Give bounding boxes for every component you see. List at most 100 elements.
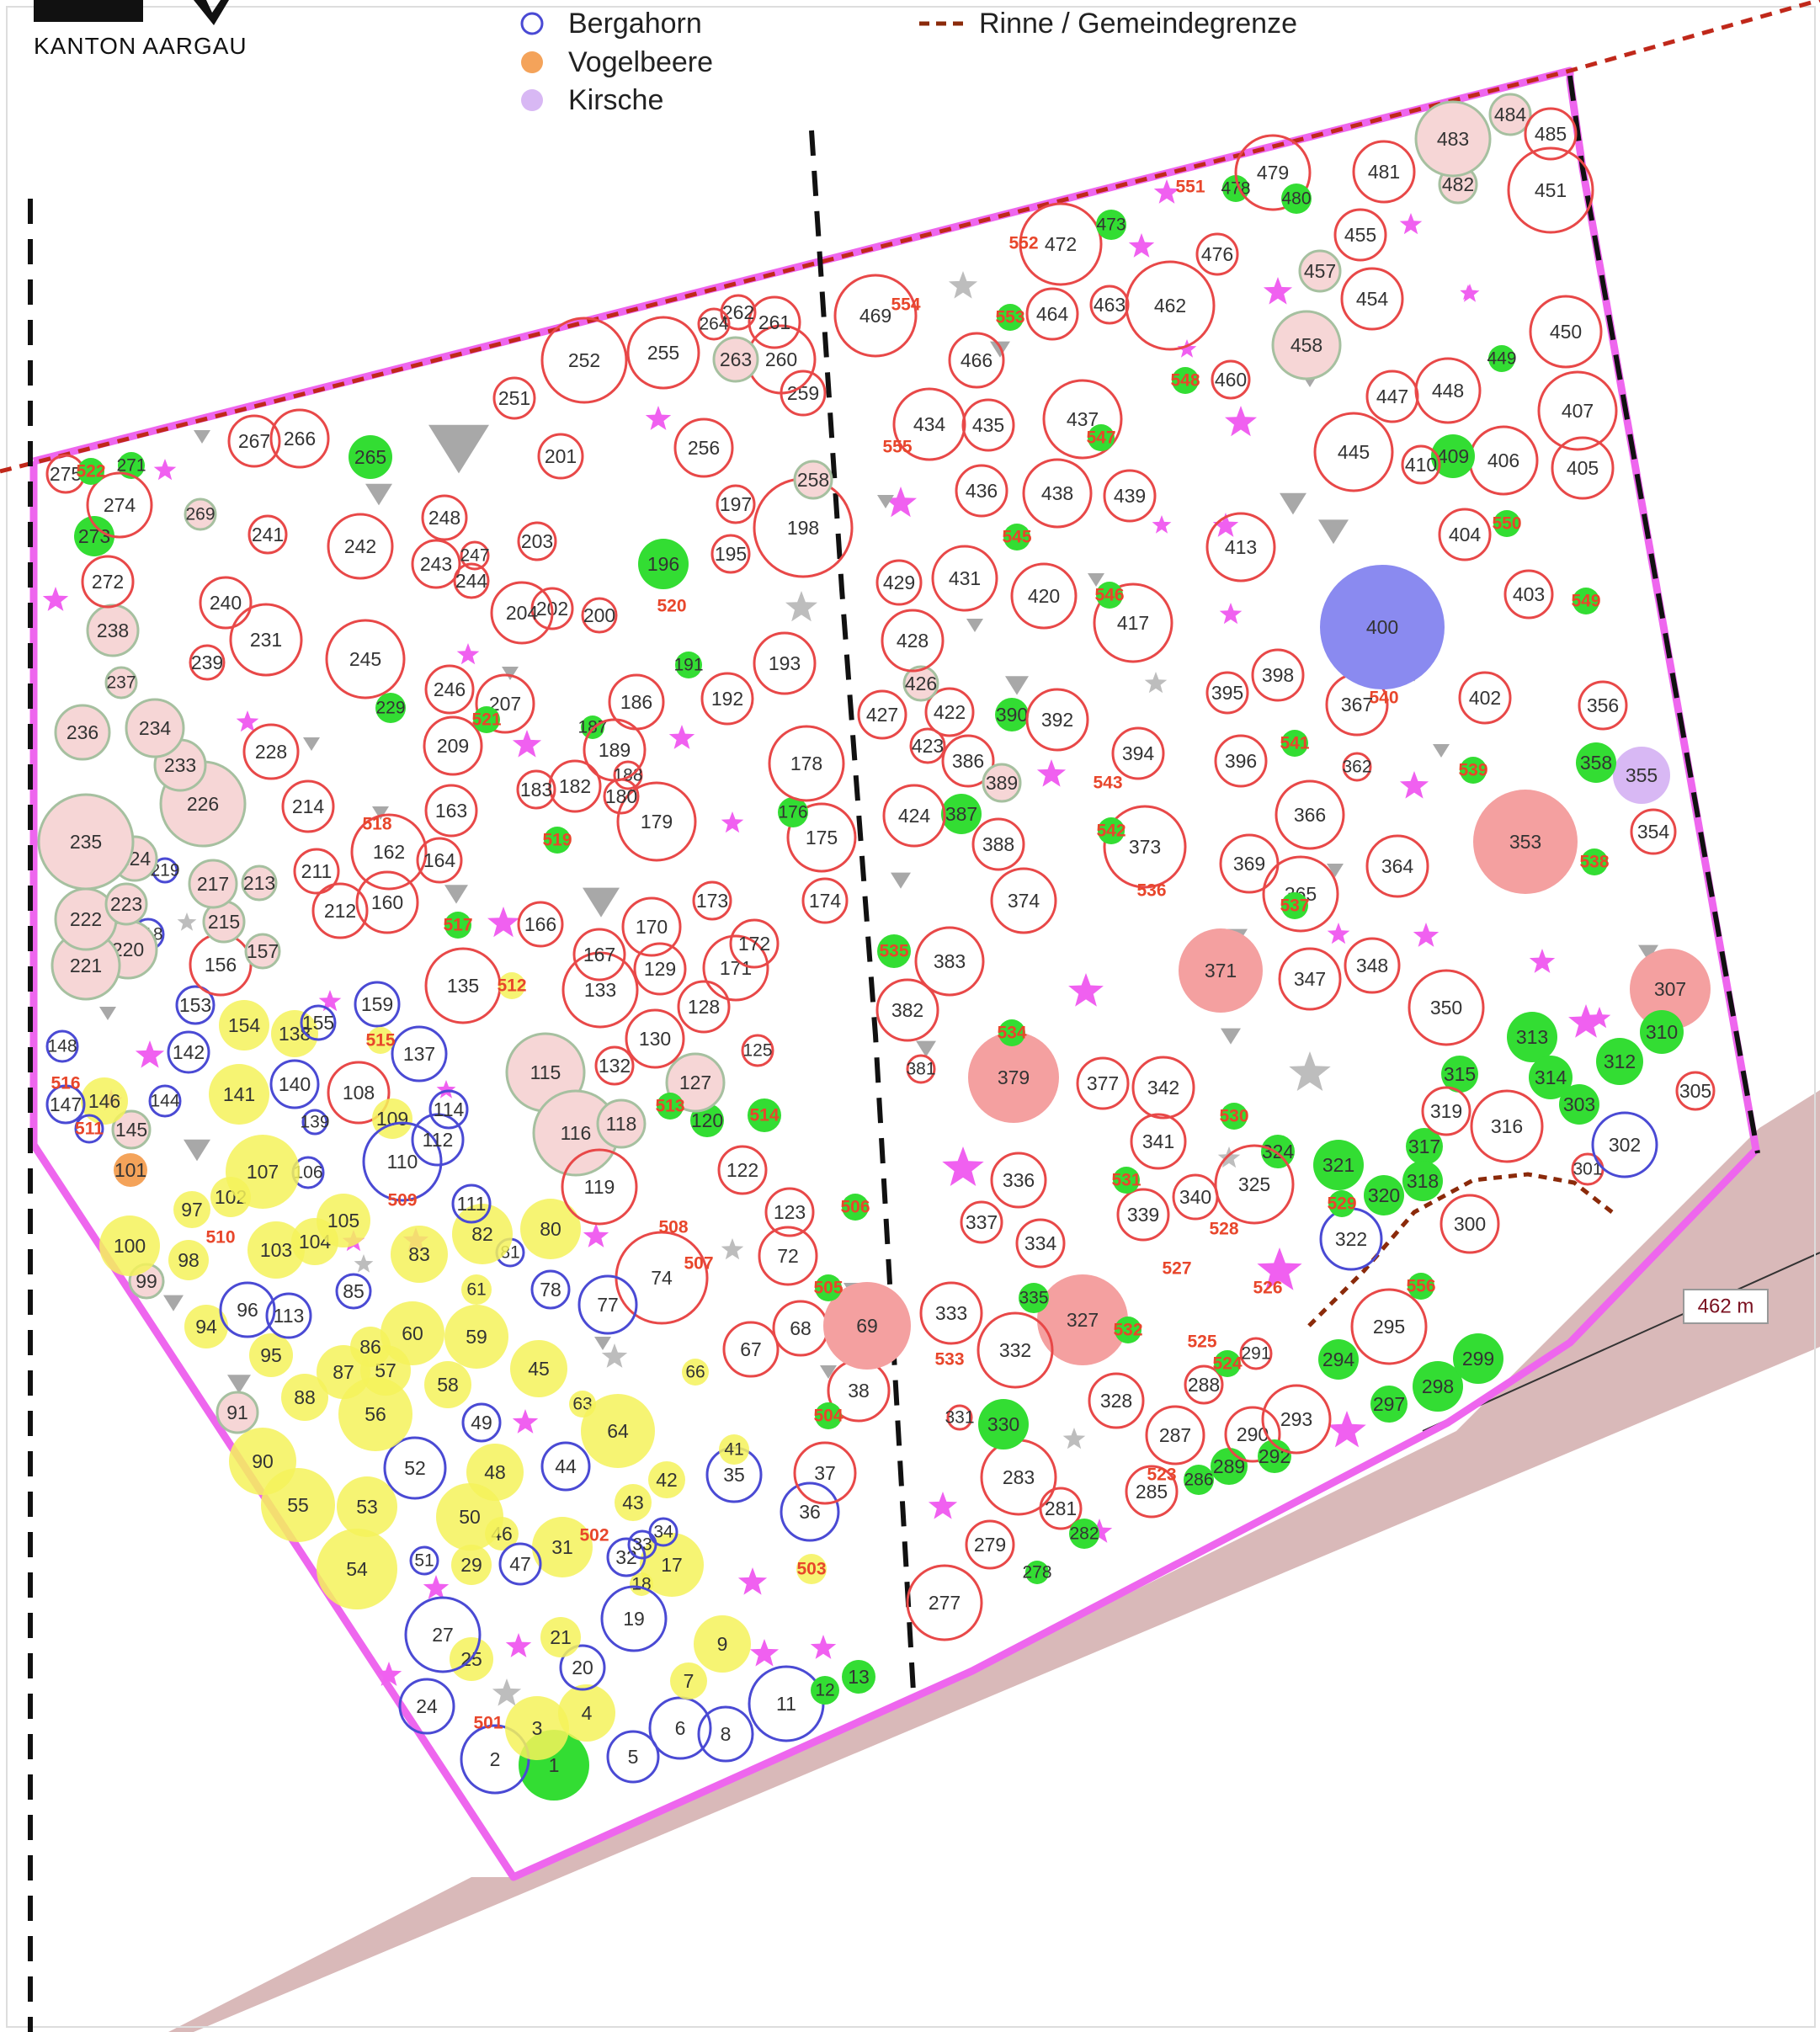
- legend-vogelbeere-symbol: [521, 51, 543, 73]
- tree-317: 317: [1406, 1128, 1443, 1165]
- tree-458: 458: [1271, 310, 1342, 380]
- tree-number: 217: [197, 873, 229, 895]
- tree-number: 331: [945, 1408, 974, 1428]
- tree-512: 512: [497, 972, 527, 999]
- tree-crown: [453, 562, 490, 599]
- tree-77: 77: [577, 1274, 638, 1335]
- tree-crown: [1344, 937, 1401, 994]
- tree-crown: [461, 1274, 492, 1305]
- tree-number: 19: [623, 1608, 645, 1630]
- tree-139: 139: [300, 1109, 330, 1136]
- tree-240: 240: [199, 576, 253, 630]
- tree-number: 36: [799, 1501, 821, 1523]
- tree-crown: [594, 1045, 635, 1086]
- tree-crown: [247, 1221, 305, 1279]
- tree-111: 111: [451, 1184, 492, 1224]
- tree-crown: [615, 1484, 652, 1521]
- tree-crown: [517, 521, 557, 561]
- tree-11: 11: [748, 1665, 825, 1742]
- tree-crown: [719, 1434, 749, 1465]
- tree-402: 402: [1458, 671, 1512, 725]
- tree-358: 358: [1576, 742, 1616, 783]
- tree-number: 379: [998, 1067, 1030, 1088]
- tree-crown: [74, 1114, 104, 1144]
- tree-crown: [281, 779, 335, 833]
- tree-192: 192: [700, 672, 754, 726]
- tree-29: 29: [451, 1545, 492, 1585]
- tree-511: 511: [74, 1114, 104, 1144]
- tree-crown: [1473, 790, 1578, 894]
- tree-number: 514: [749, 1106, 779, 1125]
- tree-223: 223: [104, 882, 148, 926]
- tree-number: 291: [1241, 1344, 1270, 1364]
- tree-crown: [229, 603, 303, 677]
- tree-122: 122: [717, 1145, 768, 1195]
- tree-number: 51: [414, 1551, 434, 1571]
- tree-crown: [1145, 1405, 1205, 1465]
- tree-80: 80: [520, 1199, 581, 1259]
- tree-101: 101: [114, 1153, 147, 1187]
- tree-crown: [559, 1644, 606, 1691]
- tree-number: 530: [1219, 1107, 1248, 1126]
- tree-crown: [548, 759, 602, 813]
- tree-number: 332: [999, 1339, 1031, 1361]
- tree-248: 248: [421, 494, 468, 541]
- tree-543: 543: [1093, 774, 1122, 793]
- tree-crown: [1042, 379, 1123, 460]
- canton-logo: KANTON AARGAU: [34, 0, 247, 59]
- tree-525: 525: [1187, 1333, 1216, 1352]
- tree-number: 464: [1036, 303, 1069, 325]
- tree-crown: [45, 1029, 79, 1063]
- tree-number: 63: [572, 1395, 592, 1414]
- tree-231: 231: [229, 603, 303, 677]
- tree-number: 38: [848, 1380, 870, 1402]
- tree-406: 406: [1468, 425, 1539, 496]
- tree-crown: [209, 1064, 269, 1125]
- tree-number: 388: [982, 833, 1014, 855]
- tree-162: 162: [350, 813, 428, 891]
- tree-383: 383: [914, 926, 985, 997]
- tree-crown: [380, 1301, 444, 1365]
- tree-crown: [247, 514, 288, 555]
- tree-number: 241: [252, 524, 284, 545]
- tree-crown: [1524, 107, 1578, 161]
- star-icon: [721, 811, 744, 833]
- tree-125: 125: [741, 1034, 774, 1067]
- tree-9: 9: [694, 1615, 751, 1673]
- tree-546: 546: [1094, 582, 1125, 609]
- tree-number: 197: [720, 493, 752, 515]
- tree-200: 200: [581, 597, 618, 634]
- tree-505: 505: [813, 1274, 843, 1301]
- tree-number: 341: [1142, 1130, 1174, 1152]
- tree-number: 175: [806, 827, 838, 848]
- tree-number: 369: [1233, 853, 1265, 875]
- tree-number: 288: [1188, 1374, 1220, 1396]
- star-icon: [505, 1633, 532, 1657]
- tree-88: 88: [281, 1374, 328, 1421]
- tree-number: 298: [1422, 1375, 1454, 1397]
- tree-514: 514: [748, 1098, 781, 1132]
- tree-crown: [748, 1098, 781, 1132]
- tree-429: 429: [875, 559, 923, 606]
- tree-215: 215: [202, 900, 246, 944]
- tree-number: 109: [376, 1108, 408, 1130]
- tree-12: 12: [811, 1676, 839, 1705]
- tree-crown: [411, 539, 461, 589]
- tree-number: 256: [688, 437, 720, 459]
- tree-287: 287: [1145, 1405, 1205, 1465]
- tree-number: 431: [949, 567, 981, 589]
- tree-crown: [1408, 1273, 1434, 1300]
- tree-crown: [327, 1061, 391, 1125]
- tree-number: 101: [114, 1159, 146, 1181]
- tree-crown: [411, 1113, 465, 1167]
- tree-crown: [1214, 1350, 1241, 1377]
- tree-number: 328: [1100, 1390, 1132, 1412]
- tree-436: 436: [955, 464, 1008, 518]
- tree-519: 519: [542, 827, 572, 854]
- tree-286: 286: [1184, 1465, 1214, 1495]
- tree-327: 327: [1037, 1274, 1128, 1365]
- tree-crown: [692, 880, 732, 921]
- tree-number: 60: [402, 1322, 423, 1344]
- tree-213: 213: [241, 864, 278, 902]
